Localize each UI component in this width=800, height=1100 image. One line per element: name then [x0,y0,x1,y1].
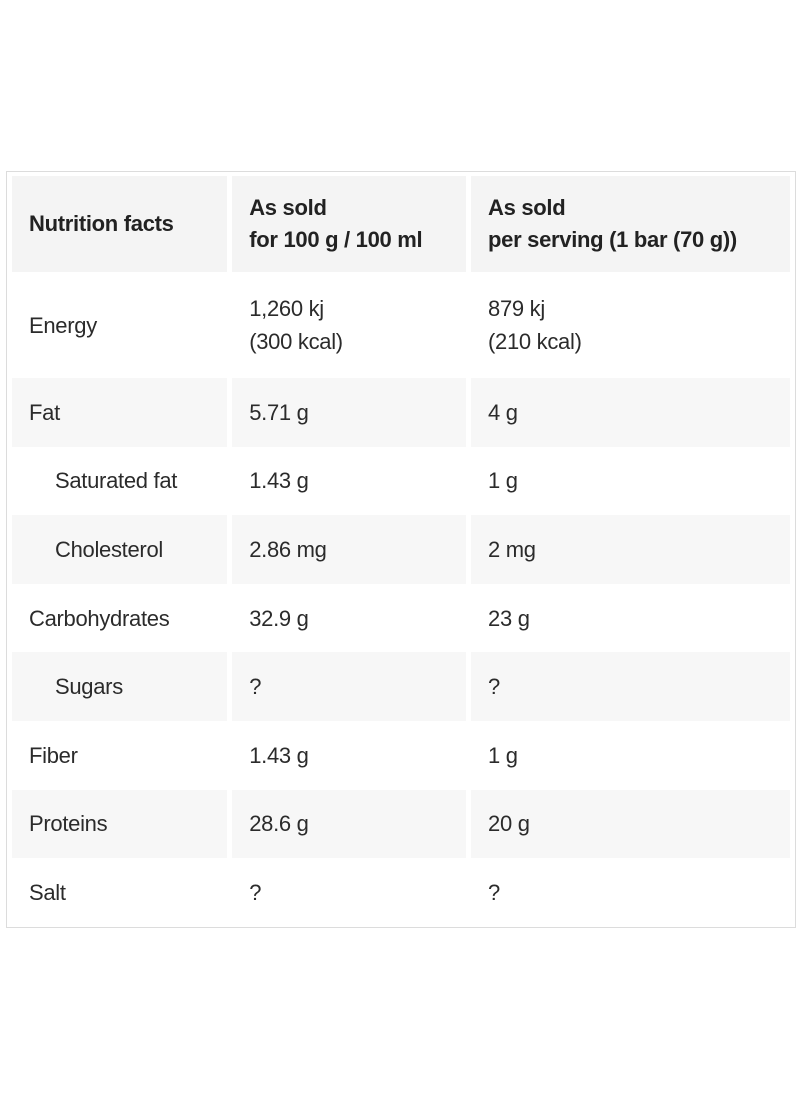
nutrient-label: Sugars [12,652,228,721]
table-row-fiber: Fiber 1.43 g 1 g [12,721,790,790]
nutrient-label: Saturated fat [55,468,178,494]
table-row-proteins: Proteins 28.6 g 20 g [12,789,790,859]
value-per-100g: ? [232,652,467,721]
value-per-serving: 20 g [471,789,790,859]
table-row-energy: Energy 1,260 kj (300 kcal) 879 kj (210 k… [12,272,790,378]
nutrient-label: Fiber [29,742,78,768]
nutrient-label: Cholesterol [12,515,228,584]
value-per-serving: 1 g [488,468,518,494]
table-row-sugars: Sugars ? ? [12,652,790,721]
table-row-fat: Fat 5.71 g 4 g [12,378,790,447]
nutrition-facts-table: Nutrition facts As sold for 100 g / 100 … [7,176,795,927]
table-row-carbohydrates: Carbohydrates 32.9 g 23 g [12,584,790,653]
value-per-100g: ? [249,879,262,905]
nutrient-label: Proteins [12,789,228,859]
value-per-100g: 1.43 g [249,468,309,494]
nutrition-table-frame: Nutrition facts As sold for 100 g / 100 … [6,171,796,928]
header-per-100g: As sold for 100 g / 100 ml [232,176,467,272]
table-row-salt: Salt ? ? [12,858,790,927]
value-per-100g: 2.86 mg [232,515,467,584]
value-per-100g: 28.6 g [232,789,467,859]
nutrient-label: Carbohydrates [29,605,170,631]
value-per-serving: ? [471,652,790,721]
value-per-serving: ? [488,879,500,905]
value-per-100g: 5.71 g [232,378,467,447]
nutrient-label: Salt [29,879,66,905]
nutrient-label: Energy [29,312,97,338]
table-header-row: Nutrition facts As sold for 100 g / 100 … [12,176,790,272]
header-nutrition-facts: Nutrition facts [12,176,228,272]
value-per-100g: 1.43 g [249,742,309,768]
header-per-serving: As sold per serving (1 bar (70 g)) [471,176,790,272]
value-per-serving: 23 g [488,605,530,631]
value-per-serving: 2 mg [471,515,790,584]
value-per-serving: 4 g [471,378,790,447]
value-per-serving: 1 g [488,742,518,768]
value-per-100g: 32.9 g [249,605,309,631]
table-row-saturated-fat: Saturated fat 1.43 g 1 g [12,447,790,516]
value-per-serving: 879 kj (210 kcal) [488,296,582,354]
nutrient-label: Fat [12,378,228,447]
table-row-cholesterol: Cholesterol 2.86 mg 2 mg [12,515,790,584]
value-per-100g: 1,260 kj (300 kcal) [249,296,343,354]
